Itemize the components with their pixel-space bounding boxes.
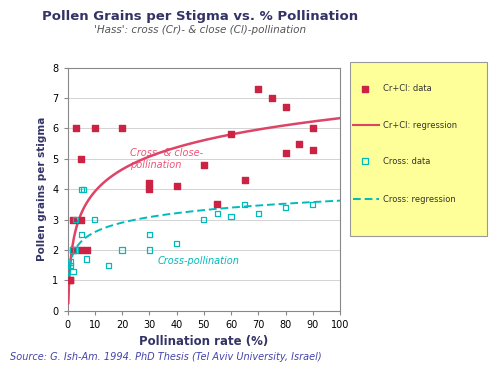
Point bbox=[282, 149, 290, 156]
Point bbox=[77, 217, 85, 223]
Text: Cr+Cl: regression: Cr+Cl: regression bbox=[383, 120, 457, 130]
Text: 'Hass': cross (Cr)- & close (Cl)-pollination: 'Hass': cross (Cr)- & close (Cl)-pollina… bbox=[94, 25, 306, 35]
Point bbox=[80, 186, 88, 192]
Y-axis label: Pollen grains per stigma: Pollen grains per stigma bbox=[36, 117, 46, 261]
FancyBboxPatch shape bbox=[350, 61, 487, 236]
Point bbox=[295, 141, 303, 147]
Point bbox=[66, 277, 74, 283]
Text: Cross- & close-
pollination: Cross- & close- pollination bbox=[130, 148, 204, 169]
Text: Cross: data: Cross: data bbox=[383, 157, 430, 166]
Point bbox=[69, 268, 77, 274]
Point bbox=[82, 247, 90, 253]
Point bbox=[268, 95, 276, 101]
Point bbox=[145, 247, 153, 253]
Point bbox=[91, 125, 99, 131]
Point bbox=[69, 247, 77, 253]
Point bbox=[145, 180, 153, 186]
Point bbox=[227, 213, 235, 220]
Point bbox=[77, 186, 85, 192]
Point bbox=[172, 241, 180, 247]
Text: Cr+Cl: data: Cr+Cl: data bbox=[383, 84, 432, 93]
Point bbox=[172, 183, 180, 189]
Point bbox=[200, 162, 208, 168]
Point bbox=[254, 210, 262, 217]
Point bbox=[200, 217, 208, 223]
Point bbox=[72, 125, 80, 131]
Point bbox=[145, 232, 153, 238]
Point bbox=[360, 86, 368, 92]
Text: Cross: regression: Cross: regression bbox=[383, 195, 456, 204]
Point bbox=[240, 201, 248, 207]
Point bbox=[66, 277, 74, 283]
Point bbox=[309, 201, 317, 207]
Point bbox=[69, 217, 77, 223]
Point bbox=[227, 131, 235, 137]
Point bbox=[360, 158, 368, 164]
Point bbox=[66, 262, 74, 268]
Point bbox=[309, 125, 317, 131]
Point bbox=[118, 247, 126, 253]
X-axis label: Pollination rate (%): Pollination rate (%) bbox=[139, 335, 268, 348]
Point bbox=[214, 201, 222, 207]
Text: Cross-pollination: Cross-pollination bbox=[158, 256, 240, 266]
Point bbox=[282, 204, 290, 210]
Text: Source: G. Ish-Am. 1994. PhD Thesis (Tel Aviv University, Israel): Source: G. Ish-Am. 1994. PhD Thesis (Tel… bbox=[10, 352, 322, 362]
Point bbox=[91, 217, 99, 223]
Point bbox=[72, 247, 80, 253]
Point bbox=[69, 247, 77, 253]
Point bbox=[77, 232, 85, 238]
Point bbox=[240, 177, 248, 183]
Point bbox=[66, 259, 74, 265]
Point bbox=[82, 256, 90, 262]
Text: Pollen Grains per Stigma vs. % Pollination: Pollen Grains per Stigma vs. % Pollinati… bbox=[42, 10, 358, 23]
Point bbox=[72, 217, 80, 223]
Point bbox=[77, 156, 85, 162]
Point bbox=[104, 262, 112, 268]
Point bbox=[118, 125, 126, 131]
Point bbox=[309, 147, 317, 153]
Point bbox=[145, 186, 153, 192]
Point bbox=[282, 104, 290, 110]
Point bbox=[214, 210, 222, 217]
Point bbox=[77, 247, 85, 253]
Point bbox=[254, 86, 262, 92]
